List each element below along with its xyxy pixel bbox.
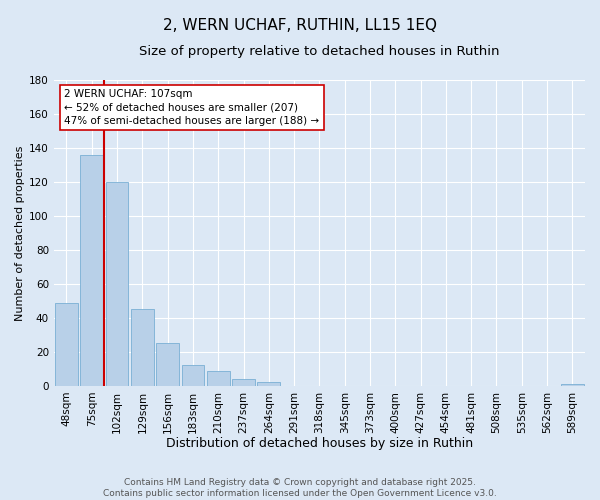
Text: Contains HM Land Registry data © Crown copyright and database right 2025.
Contai: Contains HM Land Registry data © Crown c… (103, 478, 497, 498)
Bar (55, 302, 78, 386)
Bar (80, 155, 103, 386)
Bar (106, 182, 128, 386)
Text: 2 WERN UCHAF: 107sqm
← 52% of detached houses are smaller (207)
47% of semi-deta: 2 WERN UCHAF: 107sqm ← 52% of detached h… (64, 89, 320, 126)
Bar (232, 379, 255, 386)
Bar (156, 344, 179, 386)
Bar (207, 370, 230, 386)
Bar (257, 382, 280, 386)
Title: Size of property relative to detached houses in Ruthin: Size of property relative to detached ho… (139, 45, 500, 58)
Bar (561, 384, 584, 386)
Bar (131, 310, 154, 386)
X-axis label: Distribution of detached houses by size in Ruthin: Distribution of detached houses by size … (166, 437, 473, 450)
Bar (182, 366, 204, 386)
Text: 2, WERN UCHAF, RUTHIN, LL15 1EQ: 2, WERN UCHAF, RUTHIN, LL15 1EQ (163, 18, 437, 32)
Y-axis label: Number of detached properties: Number of detached properties (15, 145, 25, 320)
